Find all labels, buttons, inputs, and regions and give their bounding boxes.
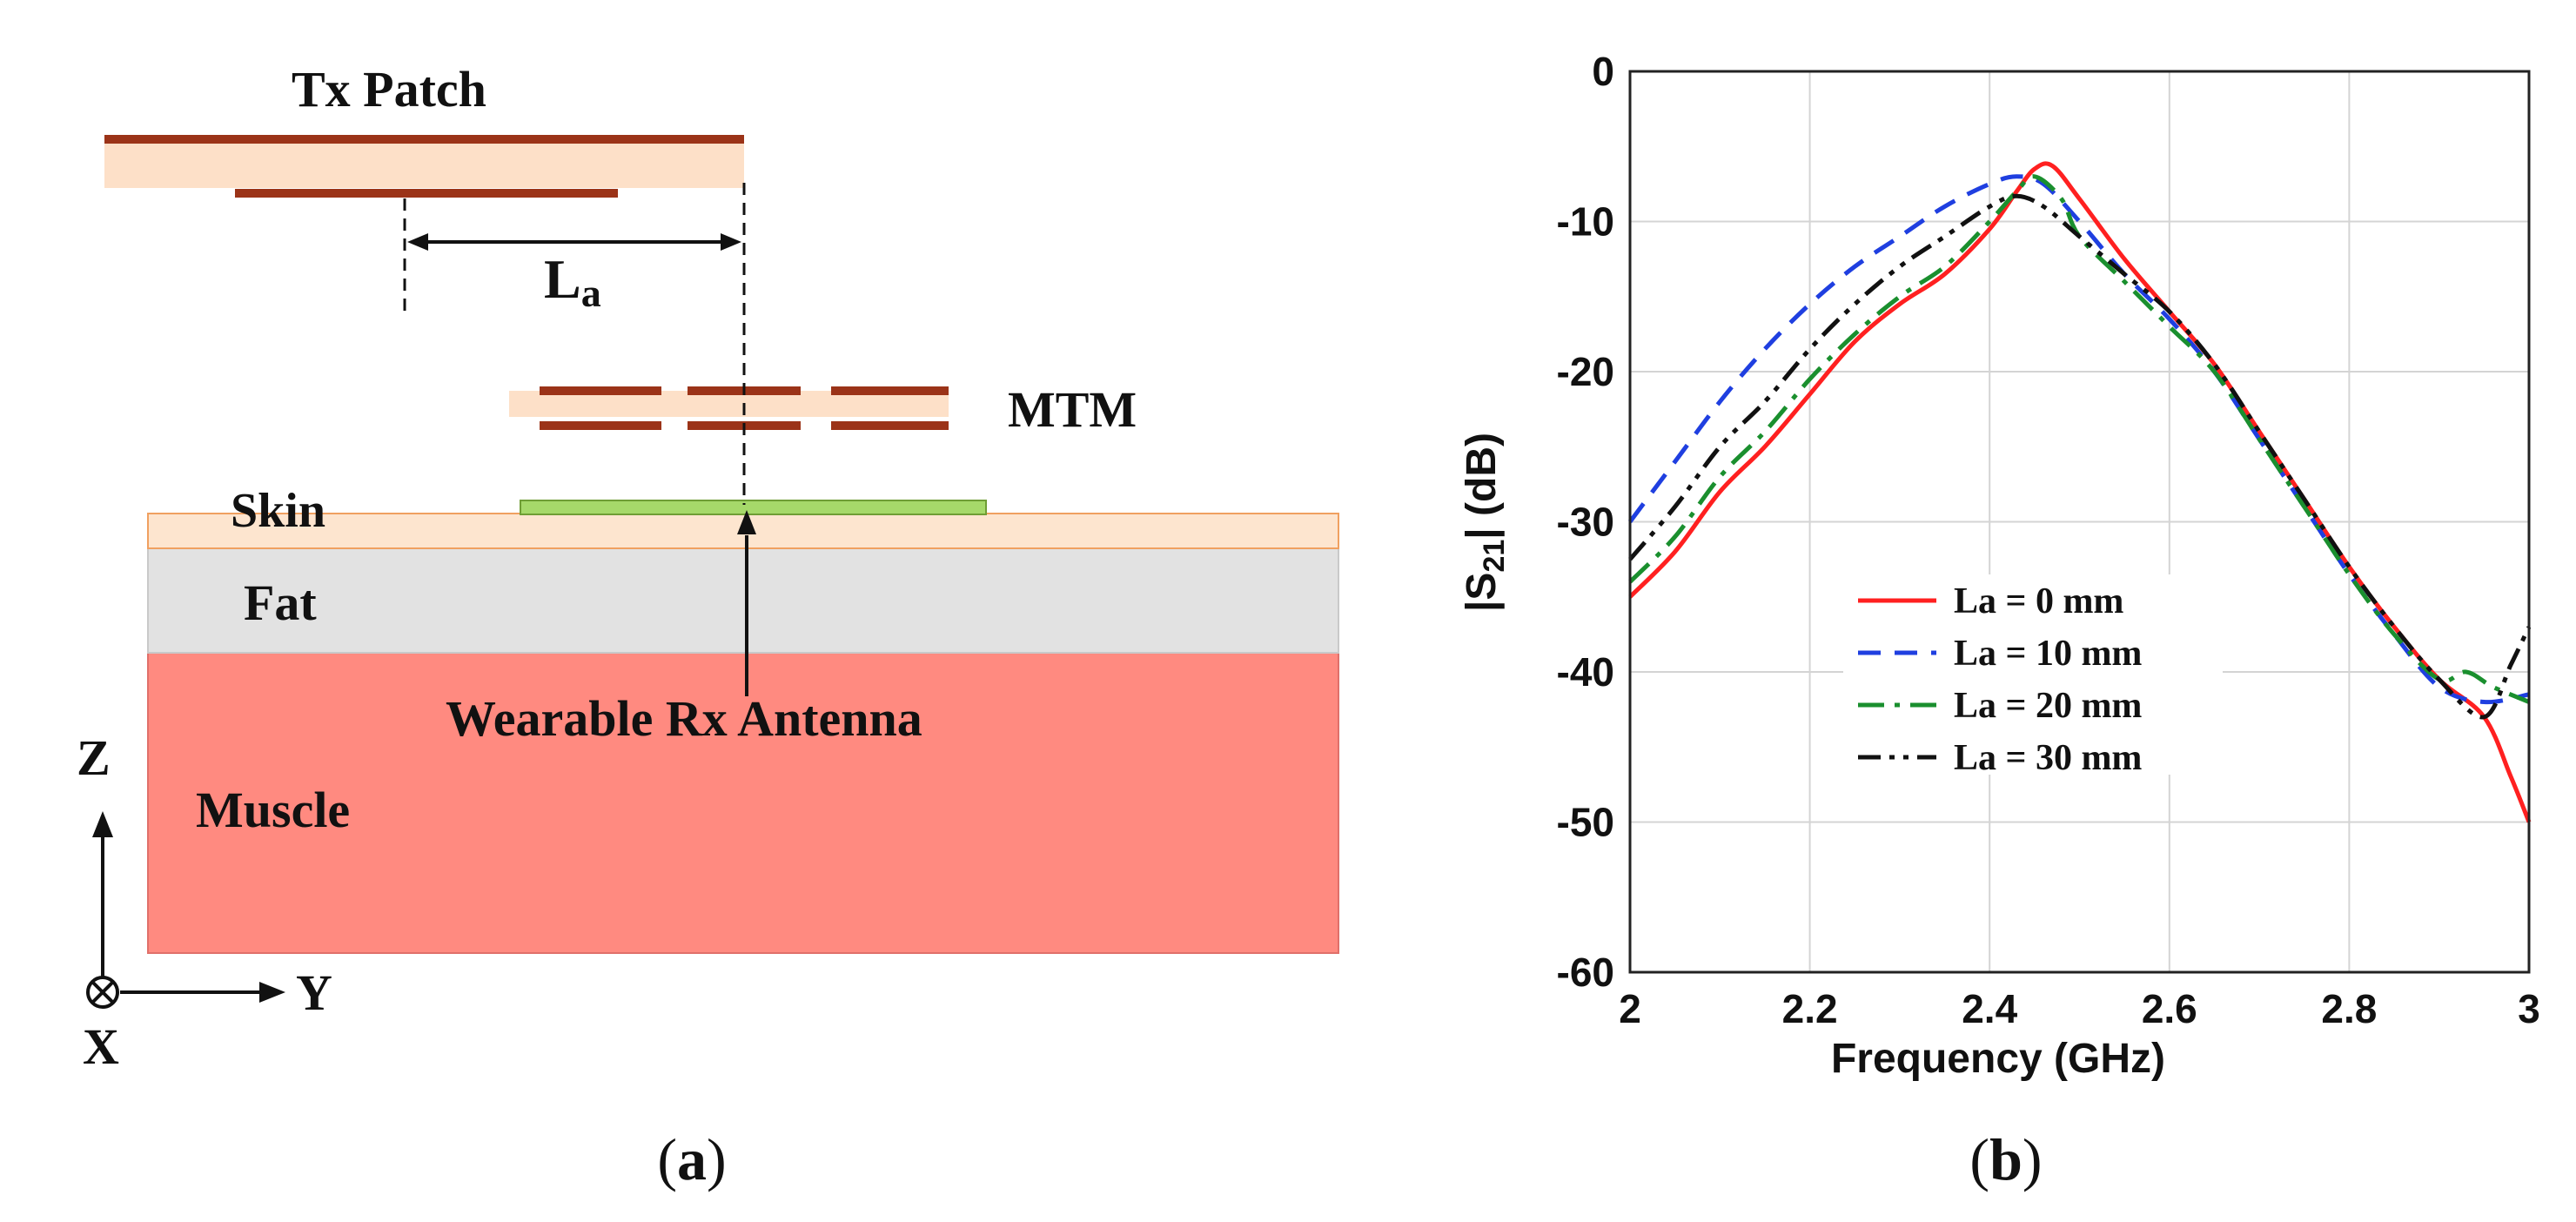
mtm-cell-3-bottom xyxy=(831,421,949,430)
series-lines xyxy=(1627,161,2532,823)
panel-b-chart: 2 2.2 2.4 2.6 2.8 3 0 -10 -20 -30 -40 -50 -60 Frequ… xyxy=(1459,49,2540,1192)
y-axis-title-sub: 21 xyxy=(1478,540,1511,573)
skin-label: Skin xyxy=(231,484,325,538)
y-axis-title-pre: |S xyxy=(1459,573,1505,612)
tx-patch-label: Tx Patch xyxy=(292,61,486,118)
tx-patch-top xyxy=(104,135,744,144)
z-axis-label: Z xyxy=(77,729,111,786)
plot-frame xyxy=(1628,70,2531,974)
legend-label-0: La = 0 mm xyxy=(1954,581,2123,621)
series-line-3 xyxy=(1628,193,2532,720)
y-tick-label-2: -20 xyxy=(1557,349,1614,394)
x-tick-labels: 2 2.2 2.4 2.6 2.8 3 xyxy=(1619,986,2540,1031)
mtm-label: MTM xyxy=(1008,381,1137,438)
x-tick-label-4: 2.8 xyxy=(2321,986,2377,1031)
mtm-cell-1-bottom xyxy=(540,421,661,430)
caption-a-letter: a xyxy=(677,1126,707,1192)
caption-b-letter: b xyxy=(1989,1126,2023,1192)
x-axis-title: Frequency (GHz) xyxy=(1831,1036,2165,1082)
y-tick-label-3: -30 xyxy=(1557,500,1614,545)
legend-label-3: La = 30 mm xyxy=(1954,738,2142,778)
caption-a-close: ) xyxy=(707,1126,727,1192)
y-tick-label-4: -40 xyxy=(1557,649,1614,695)
la-arrowhead-right xyxy=(721,233,741,251)
la-label-main: L xyxy=(544,248,581,310)
y-tick-label-6: -60 xyxy=(1557,950,1614,995)
x-tick-label-2: 2.4 xyxy=(1962,986,2017,1031)
legend: La = 0 mm La = 10 mm La = 20 mm La = 30 mm xyxy=(1843,574,2223,778)
rx-antenna-label: Wearable Rx Antenna xyxy=(446,690,922,747)
y-axis-arrowhead xyxy=(259,982,285,1003)
rx-pointer-arrowhead xyxy=(737,510,756,534)
muscle-label: Muscle xyxy=(196,782,350,838)
x-axis-cross-2 xyxy=(91,980,115,1004)
mtm-cell-1-top xyxy=(540,386,661,395)
legend-box xyxy=(1843,574,2223,775)
muscle-layer xyxy=(147,652,1339,954)
y-axis-title: |S21| (dB) xyxy=(1459,433,1511,612)
x-tick-label-3: 2.6 xyxy=(2142,986,2197,1031)
fat-layer xyxy=(147,547,1339,654)
z-axis-arrowhead xyxy=(92,811,113,837)
x-tick-label-0: 2 xyxy=(1619,986,1641,1031)
y-axis-label: Y xyxy=(296,964,332,1021)
y-tick-label-5: -50 xyxy=(1557,800,1614,845)
la-arrowhead-left xyxy=(407,233,428,251)
series-line-0 xyxy=(1628,161,2532,823)
caption-b: (b) xyxy=(1969,1126,2042,1192)
y-tick-label-1: -10 xyxy=(1557,199,1614,245)
rx-antenna xyxy=(520,500,987,515)
mtm-cell-3-top xyxy=(831,386,949,395)
y-axis-title-post: | (dB) xyxy=(1459,433,1505,540)
x-tick-label-1: 2.2 xyxy=(1782,986,1838,1031)
tx-patch-bottom xyxy=(235,189,618,198)
la-label-sub: a xyxy=(581,271,601,315)
y-tick-labels: 0 -10 -20 -30 -40 -50 -60 xyxy=(1557,49,1614,995)
panel-a-diagram: Tx Patch La MTM Skin Fat Muscle Wearable… xyxy=(77,61,1339,1192)
caption-a-open: ( xyxy=(657,1126,677,1192)
legend-entries: La = 0 mm La = 10 mm La = 20 mm La = 30 mm xyxy=(1858,581,2142,778)
fat-label: Fat xyxy=(244,574,317,631)
caption-b-open: ( xyxy=(1969,1126,1989,1192)
legend-label-2: La = 20 mm xyxy=(1954,686,2142,726)
series-line-1 xyxy=(1627,174,2530,705)
legend-label-1: La = 10 mm xyxy=(1954,634,2142,674)
x-axis-label: X xyxy=(83,1018,119,1075)
tx-substrate xyxy=(104,143,744,188)
la-label: La xyxy=(544,248,601,315)
caption-a: (a) xyxy=(657,1126,726,1192)
y-tick-label-0: 0 xyxy=(1592,49,1614,94)
series-line-2 xyxy=(1628,174,2530,704)
x-tick-label-5: 3 xyxy=(2518,986,2540,1031)
caption-b-close: ) xyxy=(2023,1126,2043,1192)
